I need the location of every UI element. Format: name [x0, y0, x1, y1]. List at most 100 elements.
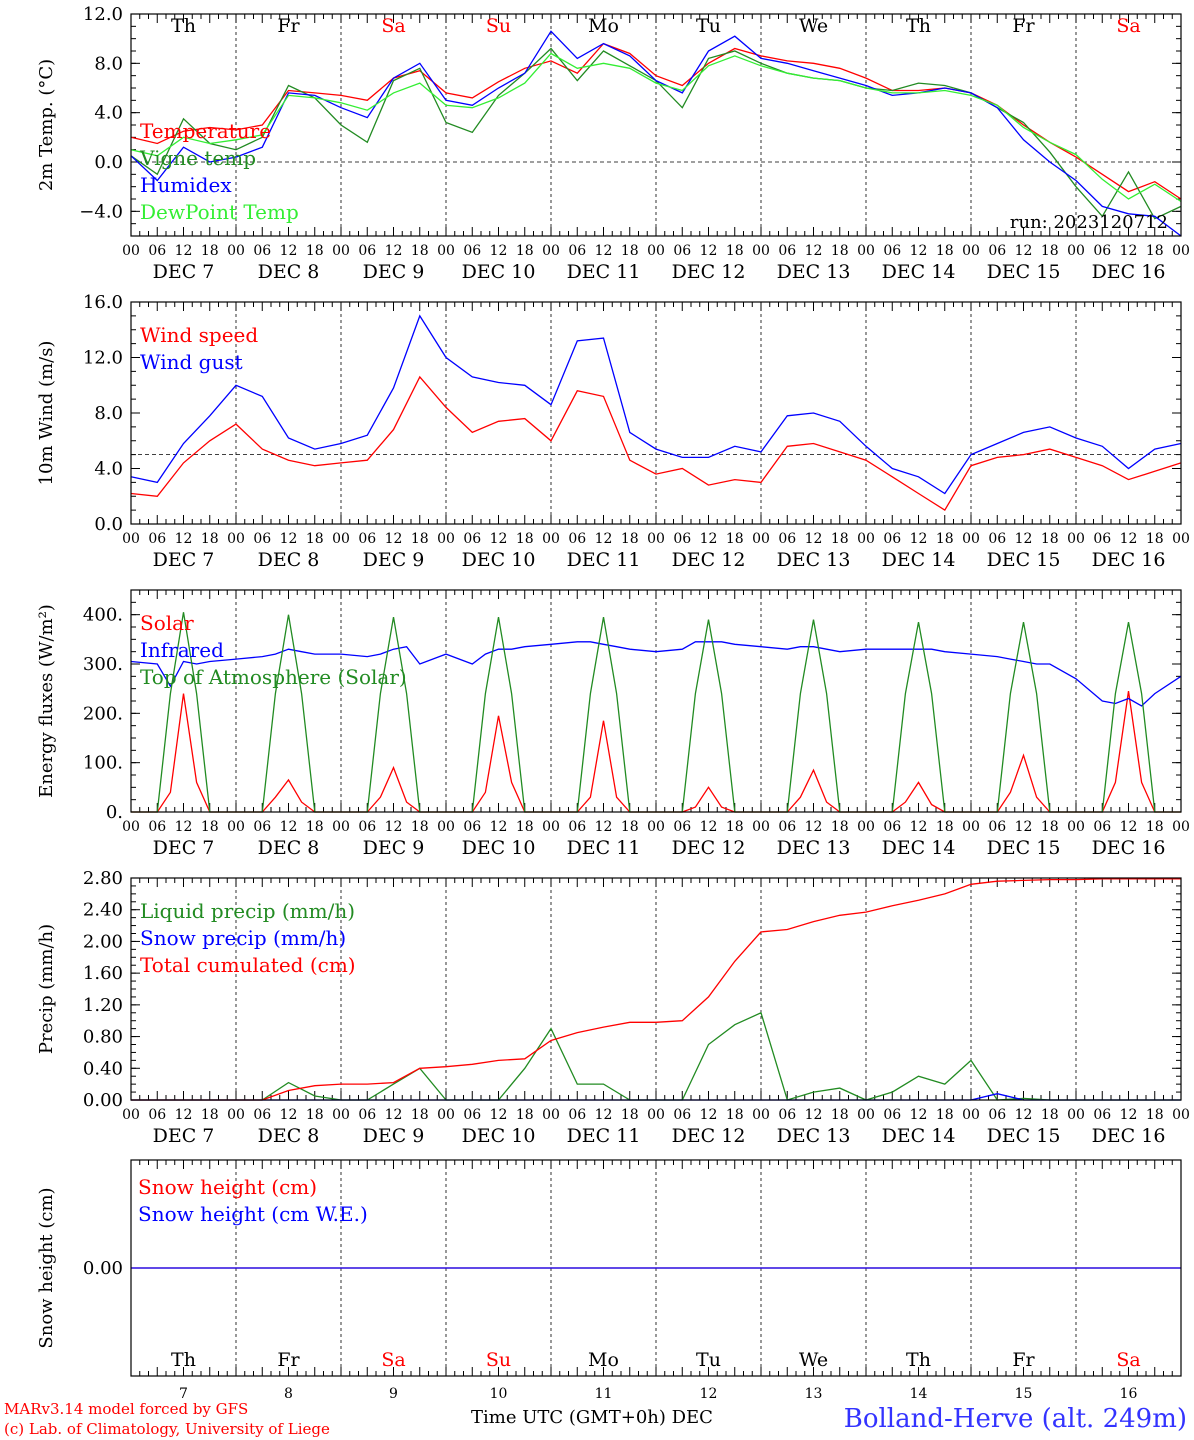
hour-label: 12: [385, 531, 403, 547]
series-line-red: [130, 375, 1182, 512]
hour-label: 00: [1172, 243, 1190, 259]
hour-label: 12: [910, 819, 928, 835]
hour-label: 06: [253, 243, 271, 259]
hour-label: 18: [411, 819, 429, 835]
hour-label: 18: [831, 1107, 849, 1123]
hour-label: 18: [1041, 1107, 1059, 1123]
hour-label: 18: [831, 531, 849, 547]
plot-frame: [130, 1159, 1182, 1377]
hour-label: 18: [726, 819, 744, 835]
date-label: DEC 12: [672, 261, 746, 283]
day-number: 12: [700, 1386, 718, 1402]
date-label: DEC 11: [567, 549, 641, 571]
legend-entry: Snow precip (mm/h): [140, 926, 346, 950]
y-tick-label: 100.: [83, 753, 123, 774]
legend-entry: DewPoint Temp: [140, 200, 299, 224]
plot-frame: [130, 589, 1182, 813]
date-label: DEC 11: [567, 261, 641, 283]
date-label: DEC 13: [777, 837, 851, 859]
hour-label: 18: [936, 819, 954, 835]
hour-label: 00: [1067, 531, 1085, 547]
y-tick-label: 400.: [83, 605, 123, 626]
date-label: DEC 7: [153, 1125, 215, 1147]
hour-label: 12: [805, 819, 823, 835]
hour-label: 00: [227, 1107, 245, 1123]
hour-label: 18: [411, 243, 429, 259]
hour-label: 06: [463, 243, 481, 259]
hour-label: 00: [542, 531, 560, 547]
hour-label: 06: [988, 531, 1006, 547]
hour-label: 00: [542, 1107, 560, 1123]
hour-label: 06: [988, 243, 1006, 259]
series-line-red: [130, 42, 1182, 200]
x-axis-title: Time UTC (GMT+0h) DEC: [471, 1407, 713, 1428]
hour-label: 18: [201, 1107, 219, 1123]
hour-label: 06: [148, 243, 166, 259]
date-label: DEC 13: [777, 261, 851, 283]
hour-label: 06: [1093, 819, 1111, 835]
y-tick-label: −4.0: [79, 201, 123, 222]
hour-label: 00: [752, 531, 770, 547]
hour-label: 00: [962, 531, 980, 547]
hour-label: 06: [358, 531, 376, 547]
hour-label: 12: [1015, 1107, 1033, 1123]
series-line-lightgreen: [130, 52, 1182, 203]
day-name: Fr: [277, 1349, 300, 1371]
hour-label: 06: [1093, 243, 1111, 259]
series-line-darkgreen: [131, 1011, 1181, 1101]
y-tick-label: 1.20: [83, 995, 123, 1016]
day-name: Fr: [1012, 1349, 1035, 1371]
hour-label: 12: [805, 531, 823, 547]
date-label: DEC 7: [153, 549, 215, 571]
hour-label: 06: [568, 819, 586, 835]
hour-label: 06: [463, 531, 481, 547]
hour-label: 00: [122, 531, 140, 547]
hour-label: 00: [1172, 531, 1190, 547]
series-line-blue: [130, 30, 1182, 237]
panel-2: 0.0 4.0 8.0 12.0 16.0 10m Wind (m/s) Wind spee…: [36, 292, 1190, 571]
hour-label: 06: [778, 243, 796, 259]
hour-label: 00: [752, 1107, 770, 1123]
y-tick-label: 300.: [83, 654, 123, 675]
hour-label: 00: [542, 243, 560, 259]
hour-label: 18: [516, 819, 534, 835]
y-axis-label: Energy fluxes (W/m²): [36, 604, 57, 798]
day-number: 10: [490, 1386, 508, 1402]
hour-label: 06: [883, 1107, 901, 1123]
hour-label: 12: [280, 531, 298, 547]
hour-label: 18: [306, 531, 324, 547]
hour-label: 12: [385, 243, 403, 259]
y-tick-label: 8.0: [94, 53, 123, 74]
day-name: Sa: [1116, 1349, 1140, 1371]
hour-label: 18: [306, 819, 324, 835]
credit-line-2: (c) Lab. of Climatology, University of L…: [4, 1420, 330, 1438]
hour-label: 18: [621, 531, 639, 547]
hour-label: 12: [1120, 531, 1138, 547]
date-label: DEC 8: [258, 837, 320, 859]
day-number: 16: [1120, 1386, 1138, 1402]
date-label: DEC 14: [882, 837, 956, 859]
hour-label: 18: [516, 531, 534, 547]
hour-label: 18: [936, 531, 954, 547]
hour-label: 18: [1146, 243, 1164, 259]
hour-label: 06: [253, 1107, 271, 1123]
legend-entry: Wind gust: [140, 350, 243, 374]
hour-label: 00: [437, 531, 455, 547]
day-number: 8: [284, 1386, 293, 1402]
plot-frame: [130, 13, 1182, 237]
y-tick-label: 4.0: [94, 103, 123, 124]
day-name: Th: [171, 1349, 196, 1371]
date-label: DEC 10: [462, 837, 536, 859]
date-label: DEC 10: [462, 1125, 536, 1147]
date-label: DEC 10: [462, 549, 536, 571]
hour-label: 12: [595, 243, 613, 259]
hour-label: 12: [700, 531, 718, 547]
y-tick-label: 0.80: [83, 1027, 123, 1048]
hour-label: 06: [463, 1107, 481, 1123]
hour-label: 18: [1041, 531, 1059, 547]
hour-label: 06: [568, 531, 586, 547]
y-tick-label: 2.00: [83, 931, 123, 952]
legend-entry: Wind speed: [140, 323, 258, 347]
hour-label: 12: [490, 1107, 508, 1123]
